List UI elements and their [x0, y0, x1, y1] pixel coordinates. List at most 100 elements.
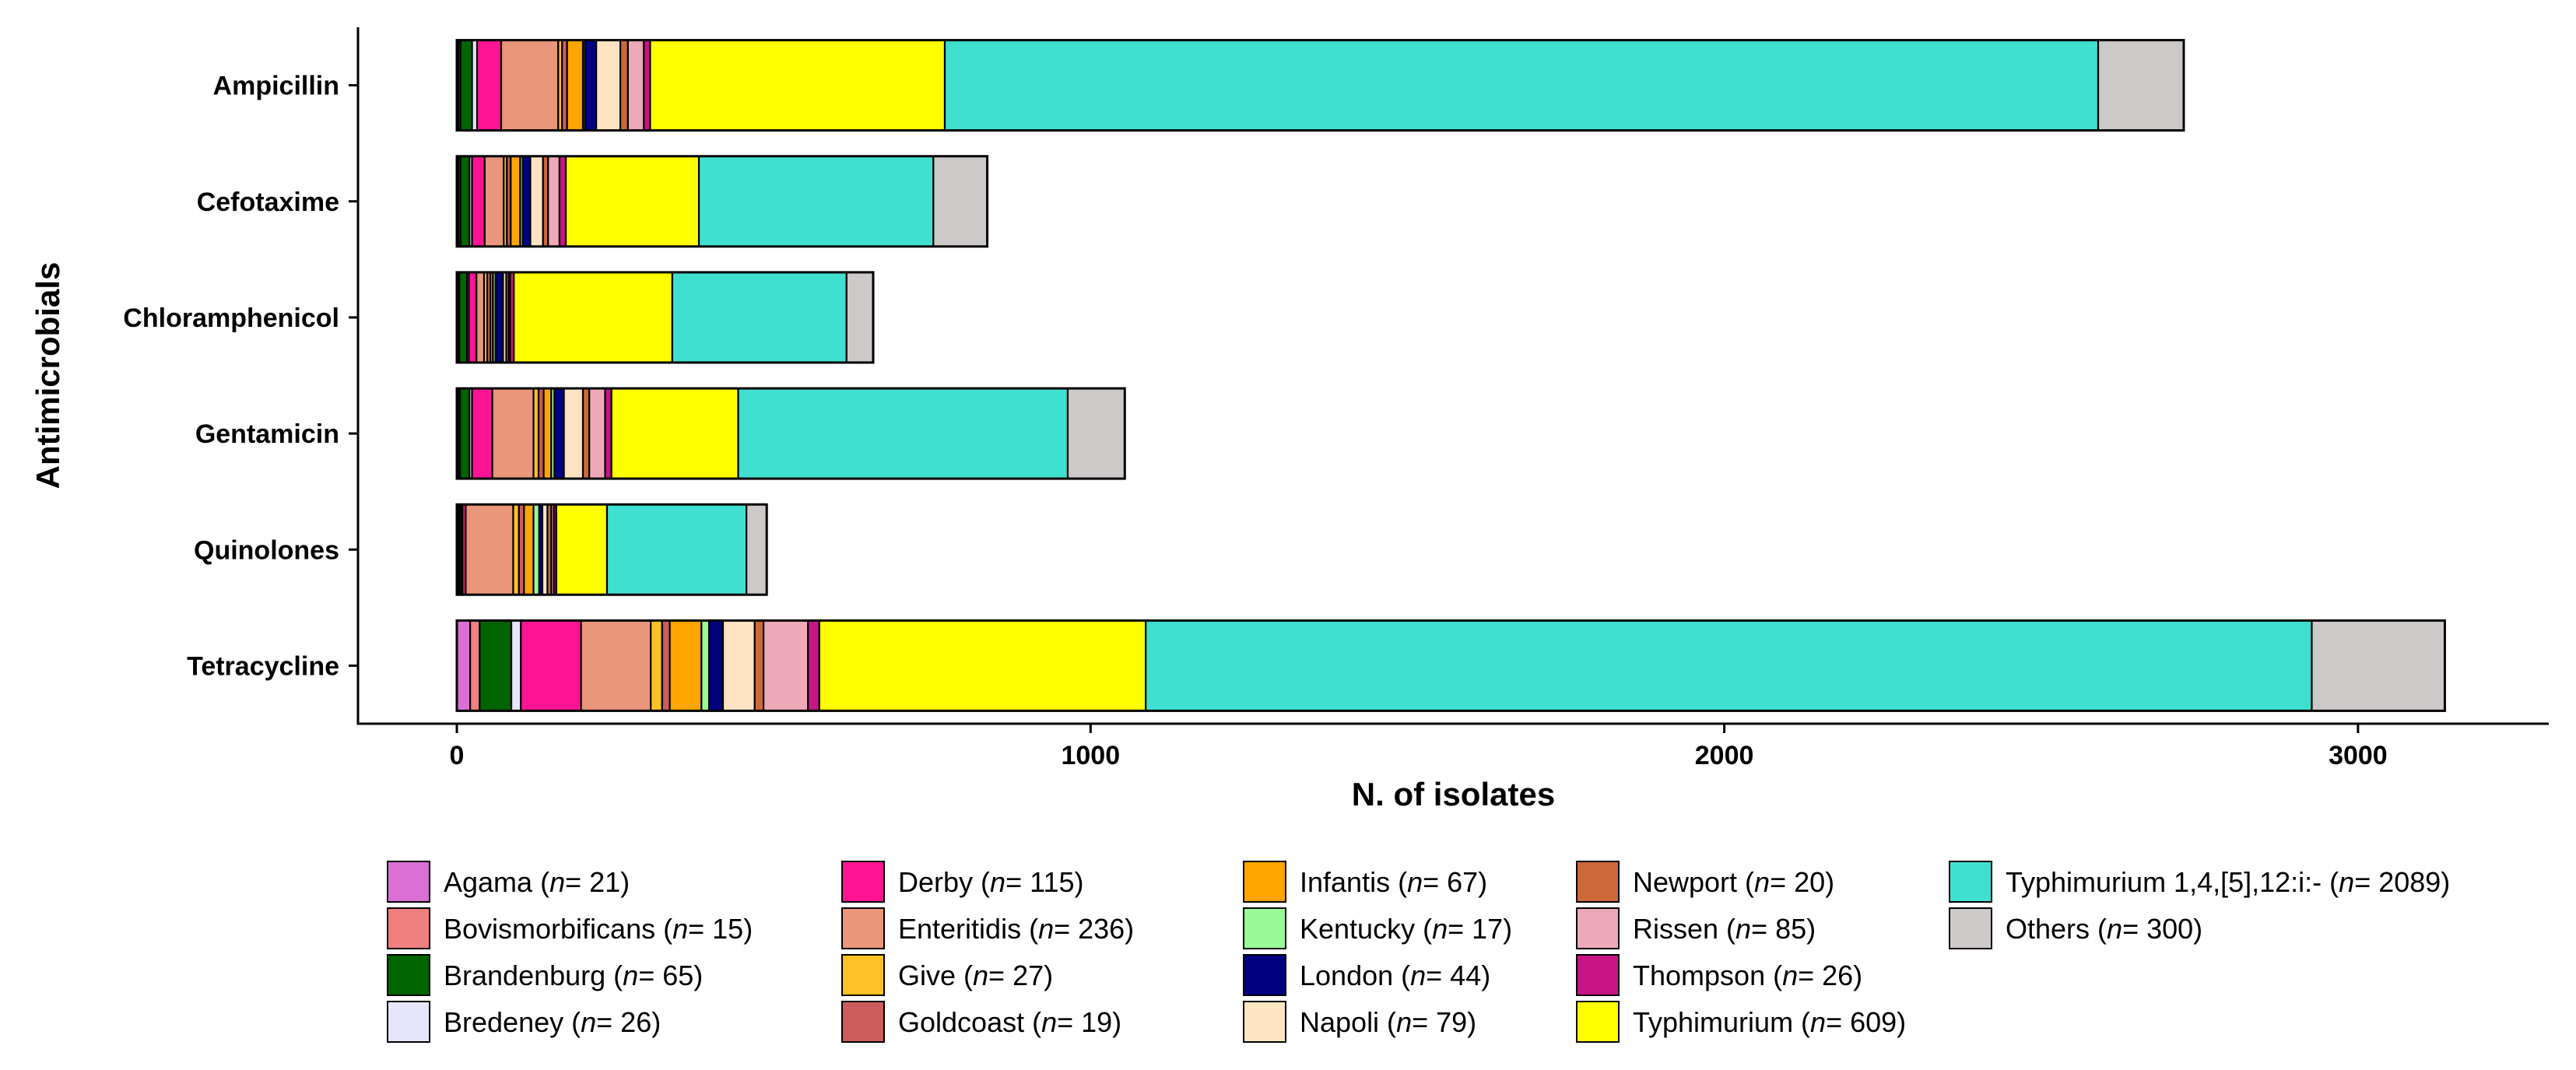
legend-item-kentucky: Kentucky (n= 17): [1243, 907, 1512, 949]
bar-segment-chloramphenicol-brandenburg: [458, 271, 469, 364]
bar-segment-tetracycline-goldcoast: [661, 619, 671, 712]
legend-item-agama: Agama (n= 21): [387, 861, 630, 903]
legend-label-infantis: Infantis (n= 67): [1300, 866, 1487, 898]
bar-row-gentamicin: [455, 387, 1126, 480]
bar-segment-tetracycline-enteritidis: [580, 619, 652, 712]
bar-segment-tetracycline-thompson: [807, 619, 820, 712]
legend-label-rissen: Rissen (n= 85): [1633, 913, 1816, 945]
bar-segment-tetracycline-kentucky: [700, 619, 711, 712]
legend-swatch-agama: [387, 861, 430, 903]
bar-segment-gentamicin-rissen: [588, 387, 606, 480]
legend-swatch-napoli: [1243, 1001, 1286, 1043]
bar-segment-chloramphenicol-london: [494, 271, 504, 364]
bar-segment-chloramphenicol-typhimurium-1-4-5-12-i: [671, 271, 848, 364]
legend-item-brandenburg: Brandenburg (n= 65): [387, 954, 703, 996]
bar-segment-ampicillin-derby: [476, 39, 503, 132]
bar-segment-gentamicin-typhimurium: [610, 387, 739, 480]
bar-segment-gentamicin-london: [553, 387, 565, 480]
legend-label-agama: Agama (n= 21): [444, 866, 630, 898]
legend-label-give: Give (n= 27): [898, 959, 1053, 991]
bar-segment-gentamicin-typhimurium-1-4-5-12-i: [737, 387, 1069, 480]
legend-item-bovismorbificans: Bovismorbificans (n= 15): [387, 907, 753, 949]
bar-segment-chloramphenicol-others: [845, 271, 875, 364]
bar-segment-cefotaxime-thompson: [558, 155, 567, 247]
x-tick-label-1000: 1000: [1061, 741, 1120, 770]
bar-segment-tetracycline-london: [707, 619, 725, 712]
bar-segment-ampicillin-thompson: [643, 39, 651, 132]
legend-swatch-kentucky: [1243, 907, 1286, 949]
legend-swatch-london: [1243, 954, 1286, 996]
legend-item-goldcoast: Goldcoast (n= 19): [841, 1001, 1121, 1043]
legend-label-napoli: Napoli (n= 79): [1300, 1006, 1476, 1038]
bar-segment-ampicillin-london: [584, 39, 598, 132]
bar-segment-cefotaxime-typhimurium: [564, 155, 700, 247]
bar-segment-cefotaxime-enteritidis: [483, 155, 505, 247]
bar-segment-chloramphenicol-typhimurium: [513, 271, 673, 364]
bar-outline-gentamicin: [455, 387, 1126, 480]
bar-segment-ampicillin-newport: [619, 39, 629, 132]
legend-label-thompson: Thompson (n= 26): [1633, 959, 1862, 991]
legend-item-thompson: Thompson (n= 26): [1576, 954, 1862, 996]
bar-segment-cefotaxime-typhimurium-1-4-5-12-i: [697, 155, 935, 247]
legend-item-london: London (n= 44): [1243, 954, 1490, 996]
bar-segment-cefotaxime-rissen: [547, 155, 561, 247]
legend-label-typhimurium-1-4-5-12-i: Typhimurium 1,4,[5],12:i:- (n= 2089): [2006, 866, 2450, 898]
legend-label-typhimurium: Typhimurium (n= 609): [1633, 1006, 1906, 1038]
bar-segment-quinolones-others: [746, 503, 768, 596]
legend-label-brandenburg: Brandenburg (n= 65): [444, 959, 703, 991]
legend-item-typhimurium-1-4-5-12-i: Typhimurium 1,4,[5],12:i:- (n= 2089): [1949, 861, 2450, 903]
bar-segment-gentamicin-thompson: [604, 387, 612, 480]
legend-item-give: Give (n= 27): [841, 954, 1053, 996]
legend-label-kentucky: Kentucky (n= 17): [1300, 913, 1512, 945]
legend-swatch-rissen: [1576, 907, 1620, 949]
bar-segment-tetracycline-derby: [520, 619, 582, 712]
legend-label-enteritidis: Enteritidis (n= 236): [898, 913, 1134, 945]
bar-segment-quinolones-enteritidis: [465, 503, 514, 596]
bar-segment-ampicillin-rissen: [626, 39, 645, 132]
legend-swatch-enteritidis: [841, 907, 885, 949]
bar-segment-tetracycline-typhimurium: [818, 619, 1147, 712]
bar-segment-tetracycline-napoli: [721, 619, 756, 712]
x-tick-label-3000: 3000: [2329, 741, 2388, 770]
legend-item-enteritidis: Enteritidis (n= 236): [841, 907, 1134, 949]
bar-segment-tetracycline-brandenburg: [479, 619, 513, 712]
legend-swatch-derby: [841, 861, 885, 903]
legend-swatch-infantis: [1243, 861, 1286, 903]
x-tick-label-0: 0: [450, 741, 465, 770]
y-axis-title: Antimicrobials: [30, 262, 66, 489]
bar-segment-cefotaxime-napoli: [529, 155, 544, 247]
legend-label-goldcoast: Goldcoast (n= 19): [898, 1006, 1121, 1038]
legend-item-others: Others (n= 300): [1949, 907, 2202, 949]
bar-segment-tetracycline-newport: [753, 619, 765, 712]
legend-swatch-typhimurium: [1576, 1001, 1620, 1043]
legend-swatch-others: [1949, 907, 1992, 949]
axes: Ampicillin Cefotaxime Chloramphenicol Genta…: [30, 27, 2549, 812]
bar-segment-cefotaxime-brandenburg: [459, 155, 471, 247]
legend-label-derby: Derby (n= 115): [898, 866, 1083, 898]
bar-segment-cefotaxime-others: [932, 155, 988, 247]
bar-outline-tetracycline: [455, 619, 2446, 712]
bar-segment-tetracycline-agama: [455, 619, 472, 712]
bar-segment-tetracycline-rissen: [763, 619, 809, 712]
bar-segment-quinolones-infantis: [523, 503, 535, 596]
legend-item-rissen: Rissen (n= 85): [1576, 907, 1816, 949]
bar-segment-gentamicin-brandenburg: [458, 387, 471, 480]
legend-swatch-newport: [1576, 861, 1620, 903]
legend-label-newport: Newport (n= 20): [1633, 866, 1834, 898]
legend-item-bredeney: Bredeney (n= 26): [387, 1001, 661, 1043]
legend-label-london: London (n= 44): [1300, 959, 1490, 991]
bar-segment-tetracycline-infantis: [669, 619, 703, 712]
x-axis-title: N. of isolates: [1352, 776, 1555, 812]
bar-row-quinolones: [455, 503, 768, 596]
x-tick-label-2000: 2000: [1695, 741, 1754, 770]
bar-outline-quinolones: [455, 503, 768, 596]
bar-segment-gentamicin-infantis: [542, 387, 553, 480]
legend-label-bovismorbificans: Bovismorbificans (n= 15): [444, 913, 753, 945]
bar-segment-ampicillin-others: [2097, 39, 2185, 132]
category-label-gentamicin: Gentamicin: [195, 419, 339, 449]
bar-outline-cefotaxime: [455, 155, 989, 248]
bar-segment-ampicillin-brandenburg: [459, 39, 473, 132]
legend: Agama (n= 21) Bovismorbificans (n= 15) Bra…: [387, 861, 2450, 1043]
bar-segment-gentamicin-enteritidis: [491, 387, 535, 480]
